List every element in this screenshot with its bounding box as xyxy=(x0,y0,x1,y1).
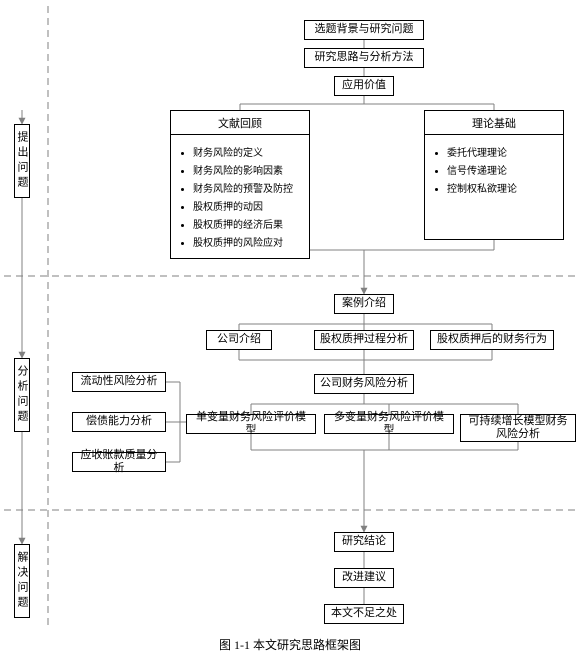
node-n8: 股权质押后的财务行为 xyxy=(430,330,554,350)
list-item: 股权质押的经济后果 xyxy=(193,216,301,231)
list-item: 财务风险的定义 xyxy=(193,144,301,159)
node-n12: 应收账款质量分析 xyxy=(72,452,166,472)
node-n6: 公司介绍 xyxy=(206,330,272,350)
figure-caption: 图 1-1 本文研究思路框架图 xyxy=(0,636,580,653)
node-n18: 本文不足之处 xyxy=(324,604,404,624)
node-n17: 改进建议 xyxy=(334,568,394,588)
list-item: 股权质押的动因 xyxy=(193,198,301,213)
listbox-theory-items: 委托代理理论信号传递理论控制权私欲理论 xyxy=(425,135,563,204)
list-item: 信号传递理论 xyxy=(447,162,555,177)
list-item: 财务风险的影响因素 xyxy=(193,162,301,177)
listbox-lit: 文献回顾财务风险的定义财务风险的影响因素财务风险的预警及防控股权质押的动因股权质… xyxy=(170,110,310,259)
listbox-lit-items: 财务风险的定义财务风险的影响因素财务风险的预警及防控股权质押的动因股权质押的经济… xyxy=(171,135,309,258)
section-label-1: 分析问题 xyxy=(14,358,30,432)
node-n11: 偿债能力分析 xyxy=(72,412,166,432)
node-n10: 流动性风险分析 xyxy=(72,372,166,392)
listbox-lit-header: 文献回顾 xyxy=(171,113,309,135)
node-n13: 单变量财务风险评价模型 xyxy=(186,414,316,434)
node-n3: 应用价值 xyxy=(334,76,394,96)
flowchart-canvas xyxy=(0,0,580,657)
listbox-theory-header: 理论基础 xyxy=(425,113,563,135)
list-item: 财务风险的预警及防控 xyxy=(193,180,301,195)
node-n2: 研究思路与分析方法 xyxy=(304,48,424,68)
list-item: 股权质押的风险应对 xyxy=(193,234,301,249)
node-n1: 选题背景与研究问题 xyxy=(304,20,424,40)
list-item: 委托代理理论 xyxy=(447,144,555,159)
node-n5: 案例介绍 xyxy=(334,294,394,314)
node-n16: 研究结论 xyxy=(334,532,394,552)
node-n7: 股权质押过程分析 xyxy=(314,330,414,350)
listbox-theory: 理论基础委托代理理论信号传递理论控制权私欲理论 xyxy=(424,110,564,240)
node-n15: 可持续增长模型财务风险分析 xyxy=(460,414,576,442)
section-label-2: 解决问题 xyxy=(14,544,30,618)
node-n9: 公司财务风险分析 xyxy=(314,374,414,394)
node-n14: 多变量财务风险评价模型 xyxy=(324,414,454,434)
list-item: 控制权私欲理论 xyxy=(447,180,555,195)
section-label-0: 提出问题 xyxy=(14,124,30,198)
